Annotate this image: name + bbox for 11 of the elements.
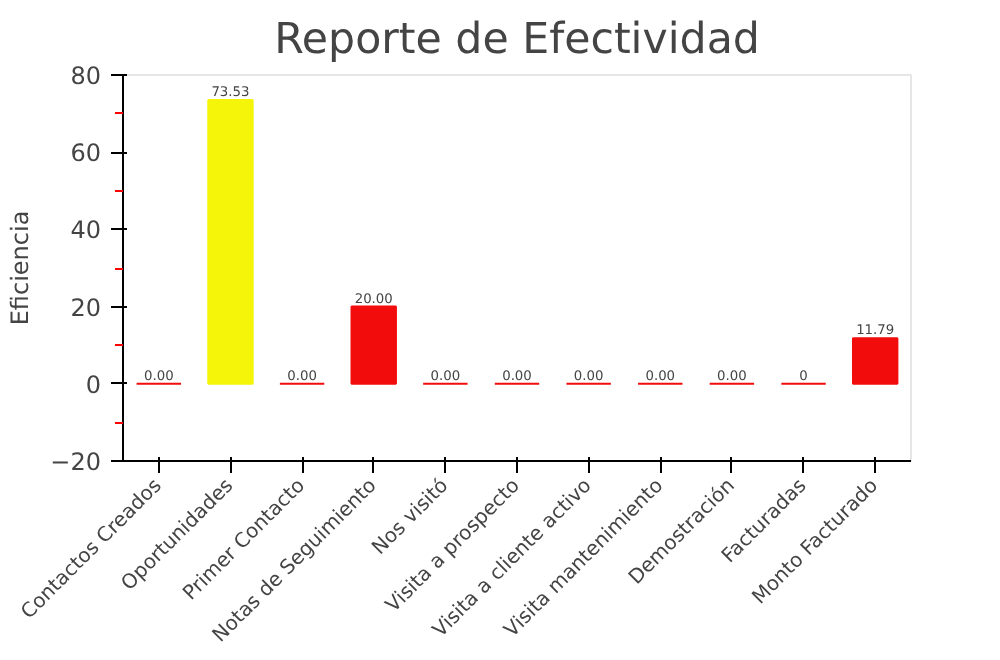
y-tick-label: −20: [50, 448, 102, 476]
bar: [207, 98, 254, 385]
y-tick-label: 20: [70, 293, 102, 322]
bar: [851, 337, 899, 385]
chart-title: Reporte de Efectividad: [274, 15, 760, 65]
y-tick-label: 80: [70, 62, 102, 90]
y-axis-title: Eficiencia: [6, 210, 35, 326]
y-tick-label: 0: [85, 370, 102, 399]
y-tick-label: 40: [70, 216, 102, 245]
bar: [350, 305, 397, 385]
y-tick-label: 60: [70, 139, 102, 168]
